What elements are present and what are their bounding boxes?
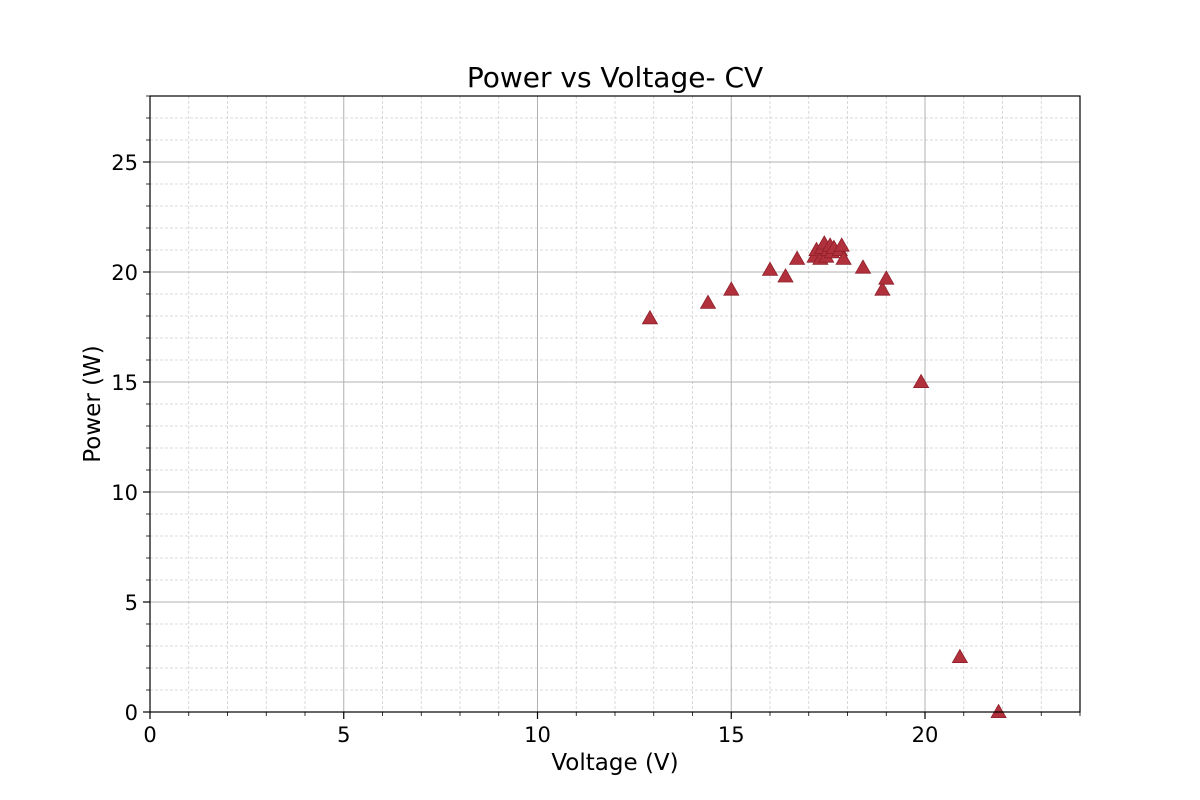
plot-frame	[149, 95, 1081, 713]
y-tick-label: 20	[111, 261, 138, 285]
y-tick-label: 25	[111, 151, 138, 175]
y-tick-label: 5	[125, 591, 138, 615]
data-point	[874, 281, 891, 296]
data-point	[990, 703, 1007, 718]
data-point	[951, 648, 969, 663]
data-markers	[641, 235, 1007, 718]
y-tick-label: 15	[111, 371, 138, 395]
axis-ticks	[143, 95, 1081, 719]
x-tick-label: 15	[718, 723, 745, 747]
x-tick-label: 20	[912, 723, 939, 747]
minor-gridlines	[150, 95, 1081, 712]
data-point	[761, 261, 779, 276]
data-point	[723, 281, 740, 296]
y-axis-label: Power (W)	[80, 345, 106, 463]
x-tick-label: 0	[143, 723, 156, 747]
data-point	[777, 268, 794, 283]
data-point	[833, 237, 850, 252]
y-tick-label: 0	[125, 701, 138, 725]
x-axis-label: Voltage (V)	[551, 750, 678, 776]
data-point	[912, 373, 930, 389]
tick-labels: 0 5 10 15 20 0 5 10 15 20 25	[111, 151, 938, 747]
data-point	[878, 270, 895, 285]
x-tick-label: 5	[337, 723, 350, 747]
data-point	[835, 250, 852, 265]
chart-title: Power vs Voltage- CV	[467, 61, 763, 94]
data-point	[788, 250, 806, 265]
y-tick-label: 10	[111, 481, 138, 505]
data-point	[699, 294, 717, 309]
x-tick-label: 10	[524, 723, 551, 747]
data-point	[854, 259, 872, 274]
data-point	[641, 309, 659, 325]
